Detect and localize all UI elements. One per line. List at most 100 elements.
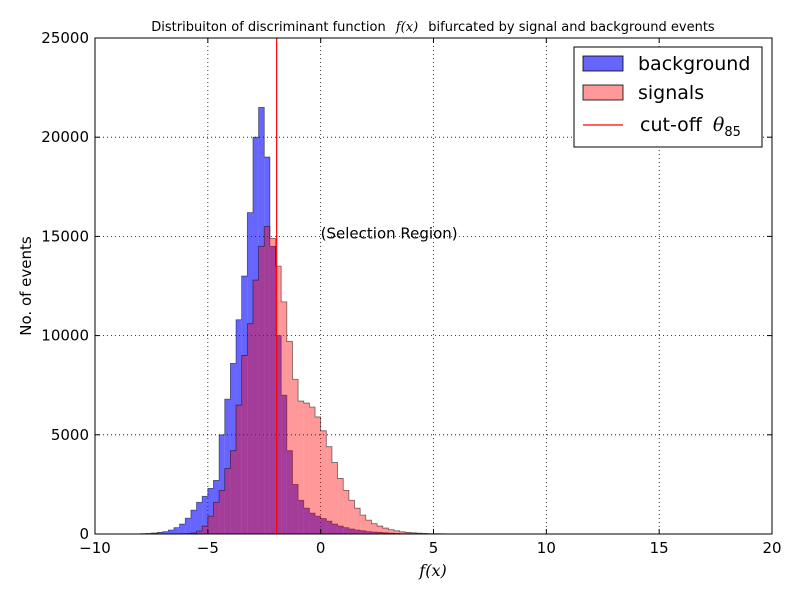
chart-title: Distribuiton of discriminant function f(… [151,20,715,35]
background-bar [219,434,225,534]
signals-bar [281,301,287,534]
signals-bar [213,502,220,534]
x-tick-label: 5 [429,539,439,557]
signals-bar [247,323,253,534]
signals-bar [394,530,400,534]
legend: background signals cut-off θ85 [573,46,763,148]
series-background [139,107,423,535]
signals-bar [320,430,327,534]
background-bar [326,521,332,534]
signals-bar [315,416,321,534]
y-axis-label: No. of events [17,236,35,336]
signals-bar [348,500,355,534]
background-bar [281,395,287,534]
signals-bar [371,523,378,534]
signals-bar [388,529,395,534]
signals-bar [309,407,316,534]
background-bar [224,399,231,534]
background-bar [258,107,265,534]
x-tick-label: 20 [762,539,781,557]
signals-bar [241,355,248,534]
background-bar [157,532,163,534]
legend-label-background: background [638,53,750,75]
signals-bar [224,468,231,534]
series-signals [140,226,451,535]
background-bar [365,531,372,534]
legend-swatch-signals [582,84,624,101]
background-bar [185,518,191,534]
signals-bar [196,531,203,534]
background-bar [252,137,259,534]
signals-bar [331,462,338,534]
signals-bar [377,526,383,534]
background-bar [315,516,321,534]
background-bar [275,335,282,534]
signals-outline [140,226,451,535]
signals-bar [202,526,208,534]
signals-bar [207,516,214,534]
background-bar [207,488,214,534]
y-tick-label: 10000 [41,327,89,345]
signals-bar [264,226,270,535]
background-bar [286,450,293,534]
histogram-bars [139,107,451,535]
background-bar [230,363,237,534]
background-bar [173,527,180,534]
signals-bar [343,490,349,534]
background-bar [354,530,361,534]
background-bar [337,526,344,534]
background-bar [343,527,349,534]
y-tick-label: 0 [79,525,89,543]
legend-label-cutoff: cut-off θ85 [640,114,741,140]
background-bar [236,319,242,534]
signals-bar [298,401,304,534]
x-tick-label: −5 [197,539,219,557]
signals-bar [219,490,225,534]
signals-bar [410,532,417,534]
signals-bar [275,266,282,534]
background-bar [371,532,378,534]
background-bar [202,496,208,534]
signals-bar [326,446,332,534]
background-bar [298,500,304,534]
signals-bar [337,478,344,534]
signals-bar [258,246,265,534]
background-outline [139,107,423,535]
signals-bar [292,379,299,534]
background-bar [196,502,203,534]
x-axis-label: f(x) [418,561,446,580]
signals-bar [399,531,406,534]
signals-bar [303,403,310,534]
x-tick-label: 15 [650,539,669,557]
signals-bar [354,508,361,534]
background-bar [162,531,169,534]
x-tick-label: 10 [537,539,556,557]
background-bar [168,530,174,534]
background-bar [190,510,197,534]
legend-swatch-background [582,55,624,72]
background-bar [213,480,220,534]
signals-bar [405,532,411,534]
signals-bar [252,280,259,534]
background-bar [360,530,366,534]
background-bar [264,157,270,535]
y-tick-label: 25000 [41,29,89,47]
background-bar [320,518,327,534]
background-bar [292,484,299,534]
background-bar [331,524,338,534]
background-bar [377,532,383,534]
selection-region-annotation: (Selection Region) [321,224,458,242]
signals-bar [360,515,366,534]
signals-bar [269,238,276,534]
signals-bar [382,528,389,534]
background-bar [303,508,310,534]
signals-bar [286,341,293,534]
y-tick-label: 20000 [41,128,89,146]
signals-bar [230,450,237,534]
signals-bar [236,405,242,534]
background-bar [382,532,389,534]
legend-label-signals: signals [638,82,704,104]
y-tick-label: 15000 [41,227,89,245]
background-bar [247,212,253,535]
